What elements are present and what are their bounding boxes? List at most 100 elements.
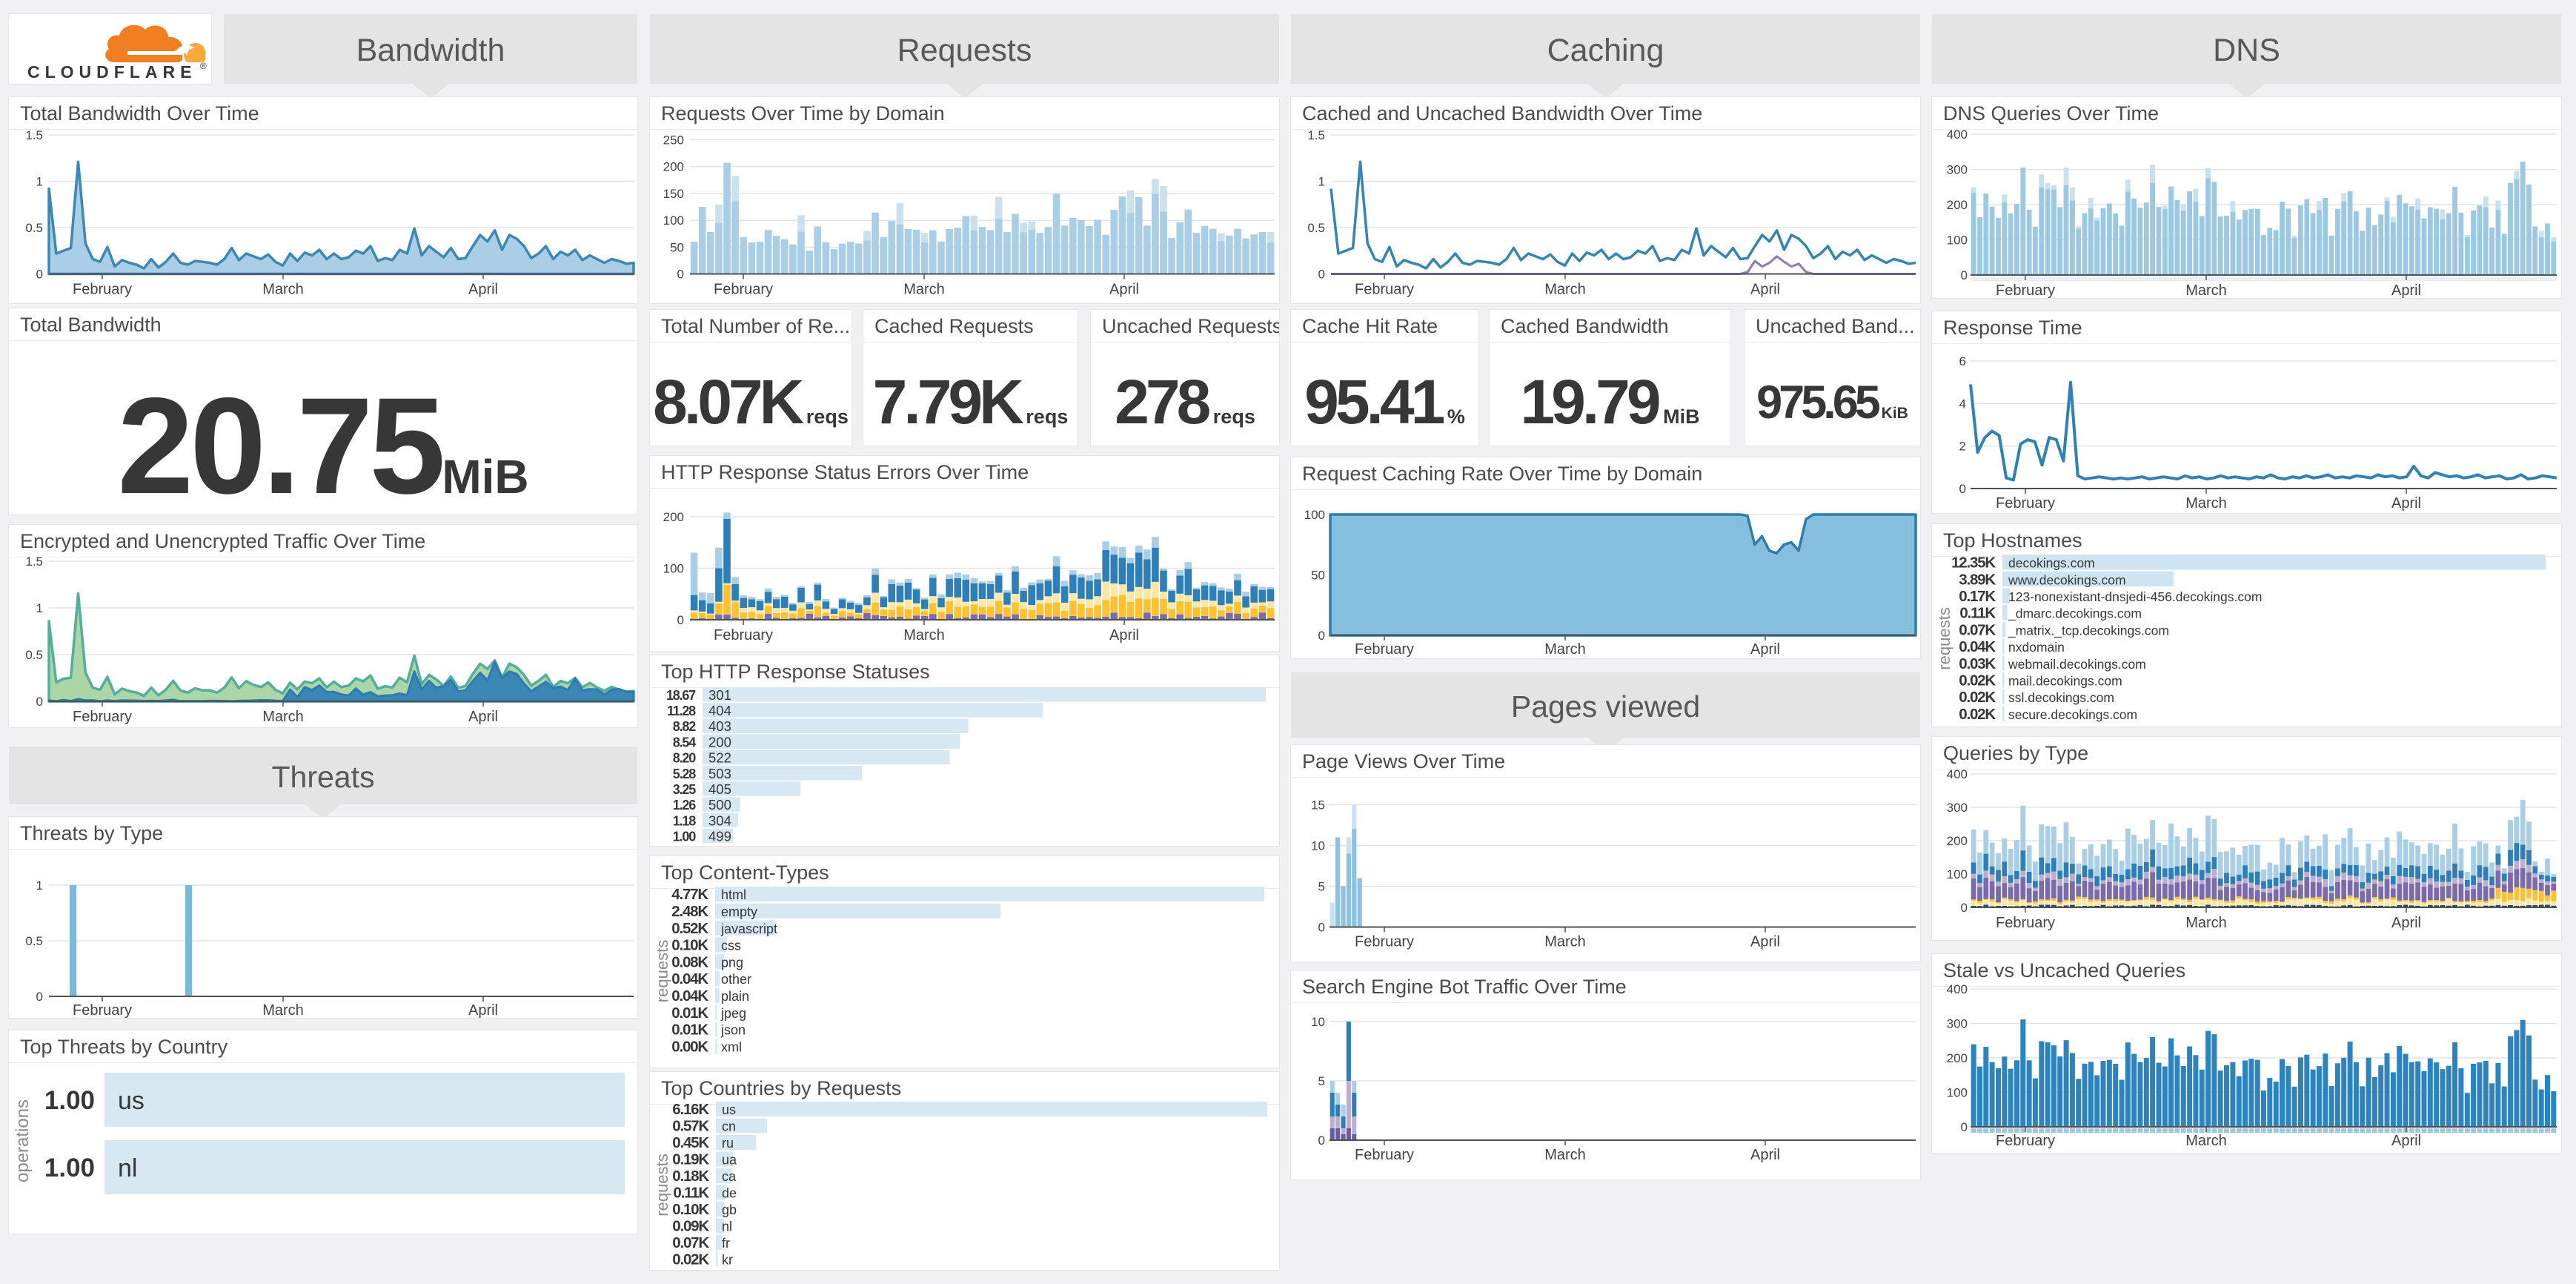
svg-text:6.16K: 6.16K	[672, 1101, 709, 1118]
svg-text:522: 522	[708, 750, 731, 766]
svg-text:April: April	[1109, 282, 1139, 298]
svg-text:8.82: 8.82	[673, 719, 696, 734]
svg-text:April: April	[2391, 495, 2421, 512]
svg-text:0: 0	[1961, 268, 1968, 282]
svg-text:February: February	[73, 282, 132, 298]
svg-text:_matrix._tcp.decokings.com: _matrix._tcp.decokings.com	[2008, 623, 2169, 638]
svg-text:www.decokings.com: www.decokings.com	[2008, 572, 2126, 587]
svg-text:1.26: 1.26	[673, 798, 696, 813]
svg-text:2: 2	[1959, 440, 1966, 454]
svg-text:1: 1	[36, 878, 43, 893]
svg-text:0: 0	[36, 695, 43, 709]
svg-text:0: 0	[1318, 921, 1325, 935]
svg-text:200: 200	[663, 510, 684, 524]
svg-text:February: February	[1996, 282, 2055, 299]
svg-text:0: 0	[1959, 482, 1966, 496]
svg-text:us: us	[722, 1102, 736, 1117]
svg-text:0.45K: 0.45K	[672, 1134, 709, 1151]
svg-text:March: March	[262, 1002, 304, 1019]
svg-text:18.67: 18.67	[666, 688, 696, 703]
svg-text:6: 6	[1959, 354, 1966, 368]
svg-text:50: 50	[1311, 569, 1325, 583]
svg-text:100: 100	[663, 214, 684, 228]
svg-text:operations: operations	[13, 1099, 33, 1182]
svg-text:304: 304	[708, 813, 731, 828]
svg-text:100: 100	[1947, 234, 1968, 248]
svg-text:CLOUDFLARE: CLOUDFLARE	[27, 62, 196, 82]
svg-text:requests: requests	[653, 1154, 671, 1216]
svg-text:250: 250	[663, 133, 684, 148]
svg-text:0.07K: 0.07K	[1959, 621, 1996, 638]
svg-text:0.04K: 0.04K	[671, 970, 708, 987]
svg-text:April: April	[468, 282, 498, 298]
svg-text:0.04K: 0.04K	[1959, 638, 1996, 655]
svg-text:February: February	[714, 282, 773, 298]
svg-text:0.10K: 0.10K	[672, 1201, 709, 1218]
svg-text:nl: nl	[118, 1154, 137, 1182]
svg-text:fr: fr	[722, 1236, 730, 1251]
svg-text:5: 5	[1318, 1074, 1325, 1088]
svg-text:April: April	[1750, 282, 1780, 298]
svg-text:0.02K: 0.02K	[1959, 672, 1996, 689]
svg-text:March: March	[2185, 282, 2227, 299]
svg-text:0.11K: 0.11K	[673, 1185, 709, 1202]
svg-text:4: 4	[1959, 397, 1966, 411]
svg-text:February: February	[1996, 495, 2055, 512]
svg-text:301: 301	[708, 687, 731, 703]
svg-text:12.35K: 12.35K	[1951, 555, 1996, 572]
svg-text:April: April	[1750, 641, 1780, 658]
svg-text:1: 1	[1318, 175, 1325, 189]
svg-text:499: 499	[708, 829, 731, 844]
svg-text:0.02K: 0.02K	[1959, 689, 1996, 706]
svg-text:0.5: 0.5	[1307, 221, 1325, 235]
svg-text:0: 0	[1318, 629, 1325, 643]
svg-text:1.18: 1.18	[673, 813, 696, 828]
svg-text:503: 503	[708, 766, 731, 781]
svg-text:xml: xml	[721, 1039, 742, 1054]
svg-text:0.5: 0.5	[25, 648, 43, 662]
svg-text:February: February	[1996, 1133, 2055, 1149]
svg-text:4.77K: 4.77K	[671, 886, 708, 903]
svg-text:February: February	[73, 1002, 132, 1019]
svg-text:1.00: 1.00	[44, 1154, 95, 1182]
svg-text:April: April	[1109, 627, 1139, 643]
svg-text:0: 0	[1961, 901, 1968, 915]
svg-text:empty: empty	[721, 904, 757, 919]
svg-text:February: February	[1355, 282, 1414, 298]
svg-text:200: 200	[1947, 198, 1968, 212]
svg-text:®: ®	[200, 61, 207, 71]
svg-text:ca: ca	[722, 1169, 737, 1184]
svg-text:plain: plain	[721, 989, 749, 1004]
svg-text:0: 0	[1961, 1120, 1968, 1134]
svg-text:kr: kr	[722, 1253, 733, 1268]
svg-text:0.03K: 0.03K	[1959, 655, 1996, 672]
svg-text:0.07K: 0.07K	[672, 1234, 709, 1251]
svg-text:200: 200	[708, 734, 731, 749]
svg-text:javascript: javascript	[720, 921, 777, 936]
svg-text:March: March	[1544, 282, 1586, 298]
svg-text:April: April	[1750, 934, 1780, 950]
svg-text:February: February	[1355, 1147, 1414, 1163]
svg-text:March: March	[1544, 934, 1586, 950]
svg-text:0.01K: 0.01K	[671, 1022, 708, 1039]
svg-text:March: March	[1544, 641, 1586, 658]
svg-text:1.5: 1.5	[25, 555, 43, 569]
svg-text:0.10K: 0.10K	[671, 937, 708, 954]
svg-text:requests: requests	[1935, 607, 1953, 669]
svg-text:1.5: 1.5	[1307, 128, 1325, 142]
svg-text:March: March	[262, 282, 304, 298]
svg-text:mail.decokings.com: mail.decokings.com	[2008, 674, 2122, 689]
svg-text:0.02K: 0.02K	[672, 1251, 709, 1268]
svg-text:5: 5	[1318, 880, 1325, 894]
svg-text:100: 100	[1304, 508, 1325, 522]
svg-text:0.5: 0.5	[25, 221, 43, 235]
svg-text:0: 0	[1318, 268, 1325, 282]
svg-text:200: 200	[663, 160, 684, 174]
svg-text:us: us	[118, 1087, 145, 1115]
svg-text:0.52K: 0.52K	[671, 920, 708, 937]
svg-text:0.18K: 0.18K	[672, 1168, 709, 1185]
svg-text:0: 0	[1318, 1134, 1325, 1148]
svg-text:jpeg: jpeg	[720, 1006, 746, 1021]
svg-text:0: 0	[677, 613, 684, 627]
svg-text:February: February	[73, 709, 132, 725]
